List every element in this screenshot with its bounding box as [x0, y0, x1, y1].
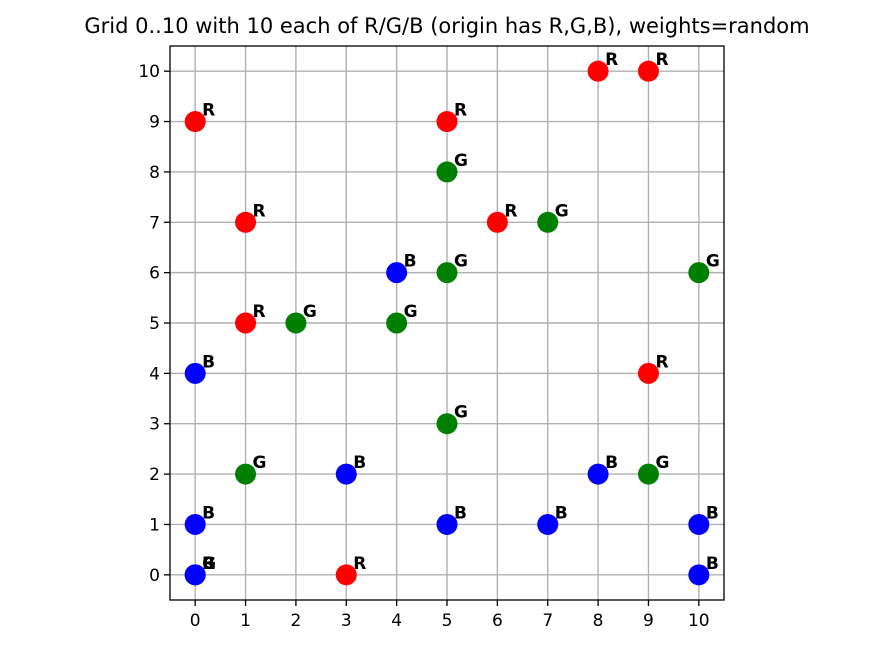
x-tick-label: 3 — [341, 611, 352, 631]
point-label-r: R — [504, 201, 517, 221]
point-r — [436, 111, 458, 133]
point-g — [537, 211, 559, 233]
point-r — [637, 362, 659, 384]
point-label-b: B — [202, 503, 215, 523]
y-tick-label: 8 — [149, 163, 160, 183]
point-r — [637, 60, 659, 82]
point-b — [587, 463, 609, 485]
point-label-b: B — [202, 554, 215, 574]
y-tick-label: 2 — [149, 465, 160, 485]
point-g — [688, 262, 710, 284]
x-tick-label: 8 — [593, 611, 604, 631]
point-g — [637, 463, 659, 485]
point-label-b: B — [706, 554, 719, 574]
point-label-b: B — [605, 453, 618, 473]
x-tick-label: 2 — [290, 611, 301, 631]
point-r — [587, 60, 609, 82]
point-label-b: B — [454, 503, 467, 523]
point-r — [235, 312, 257, 334]
point-g — [436, 262, 458, 284]
point-label-r: R — [605, 50, 618, 70]
point-label-g: G — [404, 302, 418, 322]
point-g — [386, 312, 408, 334]
point-label-r: R — [655, 50, 668, 70]
y-tick-label: 10 — [138, 62, 160, 82]
y-tick-label: 4 — [149, 364, 160, 384]
point-b — [184, 362, 206, 384]
axis-ticks: 0 1 2 3 4 5 6 7 8 9 10 0 1 2 3 4 5 6 7 8 9 10 — [138, 62, 709, 631]
y-tick-label: 5 — [149, 314, 160, 334]
y-tick-label: 1 — [149, 515, 160, 535]
point-label-b: B — [404, 252, 417, 272]
point-label-r: R — [655, 352, 668, 372]
point-label-g: G — [454, 403, 468, 423]
point-label-b: B — [706, 503, 719, 523]
x-tick-label: 7 — [542, 611, 553, 631]
point-label-g: G — [303, 302, 317, 322]
point-g — [436, 413, 458, 435]
y-tick-label: 0 — [149, 566, 160, 586]
point-b — [335, 463, 357, 485]
point-label-g: G — [555, 201, 569, 221]
point-label-r: R — [353, 554, 366, 574]
point-label-g: G — [253, 453, 267, 473]
point-label-r: R — [253, 302, 266, 322]
y-tick-label: 7 — [149, 213, 160, 233]
point-b — [184, 564, 206, 586]
x-tick-label: 1 — [240, 611, 251, 631]
point-b — [436, 513, 458, 535]
point-label-b: B — [202, 352, 215, 372]
point-label-r: R — [253, 201, 266, 221]
point-label-g: G — [454, 151, 468, 171]
point-r — [486, 211, 508, 233]
x-tick-label: 10 — [688, 611, 710, 631]
point-b — [537, 513, 559, 535]
point-label-g: G — [655, 453, 669, 473]
x-tick-label: 6 — [492, 611, 503, 631]
point-g — [436, 161, 458, 183]
point-label-b: B — [555, 503, 568, 523]
point-b — [386, 262, 408, 284]
point-label-r: R — [202, 554, 215, 574]
x-tick-label: 0 — [190, 611, 201, 631]
point-b — [184, 513, 206, 535]
point-g — [285, 312, 307, 334]
x-tick-label: 4 — [391, 611, 402, 631]
point-b — [688, 513, 710, 535]
x-tick-label: 9 — [643, 611, 654, 631]
point-g — [235, 463, 257, 485]
point-label-r: R — [202, 101, 215, 121]
y-tick-label: 3 — [149, 415, 160, 435]
point-label-g: G — [454, 252, 468, 272]
plot-area-frame — [169, 45, 725, 601]
y-tick-label: 6 — [149, 264, 160, 284]
point-r — [335, 564, 357, 586]
point-b — [688, 564, 710, 586]
x-tick-label: 5 — [442, 611, 453, 631]
point-label-r: R — [454, 101, 467, 121]
data-points — [184, 60, 710, 586]
point-r — [235, 211, 257, 233]
point-label-g: G — [202, 554, 216, 574]
chart-title: Grid 0..10 with 10 each of R/G/B (origin… — [84, 14, 809, 38]
point-label-b: B — [353, 453, 366, 473]
y-tick-label: 9 — [149, 113, 160, 133]
point-label-g: G — [706, 252, 720, 272]
point-r — [184, 111, 206, 133]
